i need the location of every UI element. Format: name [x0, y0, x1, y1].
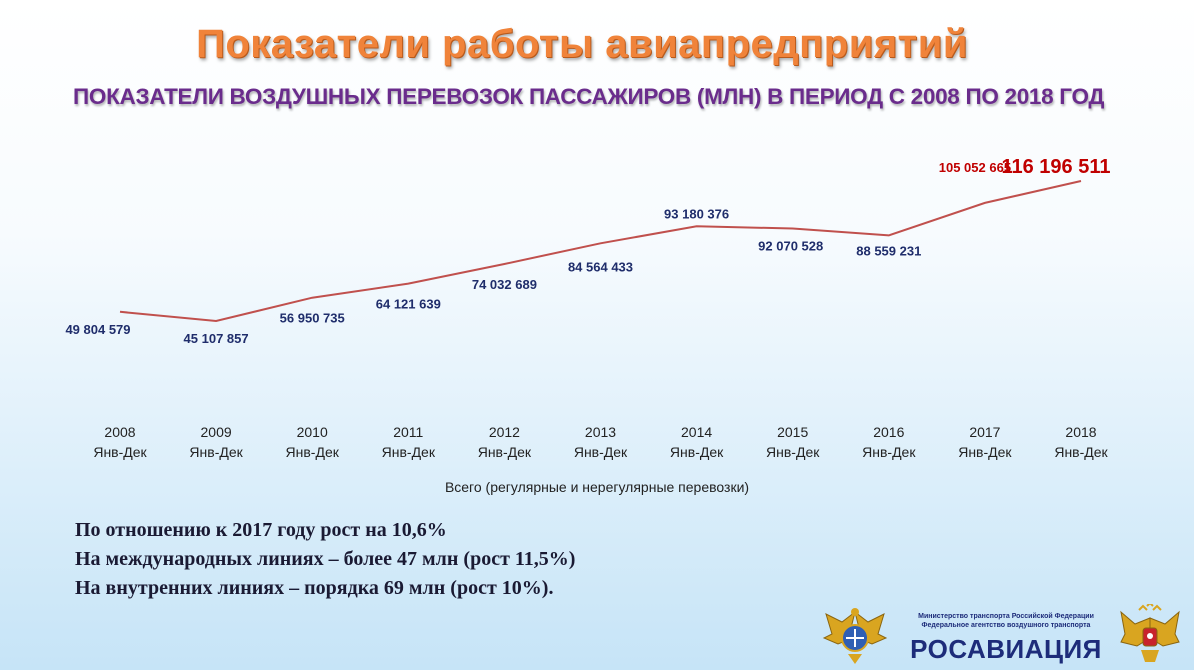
x-tick-sublabel-2014: Янв-Дек	[670, 444, 724, 460]
x-tick-sublabel-2016: Янв-Дек	[862, 444, 916, 460]
data-label-2016: 88 559 231	[856, 243, 921, 258]
data-label-2012: 74 032 689	[472, 277, 537, 292]
x-tick-2011: 2011	[393, 424, 423, 440]
data-label-2014: 93 180 376	[664, 206, 729, 221]
x-tick-sublabel-2013: Янв-Дек	[574, 444, 628, 460]
data-label-2009: 45 107 857	[184, 331, 249, 346]
x-tick-2012: 2012	[489, 424, 520, 440]
x-tick-sublabel-2010: Янв-Дек	[286, 444, 340, 460]
note-growth-2017: По отношению к 2017 году рост на 10,6%	[75, 519, 447, 541]
x-tick-2009: 2009	[201, 424, 232, 440]
data-label-2015: 92 070 528	[758, 239, 823, 254]
data-label-2010: 56 950 735	[280, 311, 345, 326]
data-label-2013: 84 564 433	[568, 259, 633, 274]
note-international: На международных линиях – более 47 млн (…	[75, 548, 576, 570]
data-label-2018: 116 196 511	[1001, 156, 1110, 178]
data-label-2017: 105 052 665	[939, 160, 1011, 175]
brand-name: РОСАВИАЦИЯ	[910, 634, 1102, 664]
x-tick-2018: 2018	[1065, 424, 1096, 440]
x-tick-sublabel-2009: Янв-Дек	[189, 444, 243, 460]
summary-notes: По отношению к 2017 году рост на 10,6% Н…	[75, 516, 575, 603]
x-tick-2016: 2016	[873, 424, 904, 440]
note-domestic: На внутренних линиях – порядка 69 млн (р…	[75, 577, 554, 599]
logo-text: Министерство транспорта Российской Федер…	[898, 612, 1114, 665]
ministry-line-1: Министерство транспорта Российской Федер…	[918, 613, 1094, 620]
chart-subtitle: ПОКАЗАТЕЛИ ВОЗДУШНЫХ ПЕРЕВОЗОК ПАССАЖИРО…	[73, 84, 1105, 109]
x-tick-sublabel-2018: Янв-Дек	[1054, 444, 1108, 460]
x-tick-2010: 2010	[297, 424, 328, 440]
x-tick-2015: 2015	[777, 424, 808, 440]
passenger-line-chart: 49 804 579 45 107 857 56 950 735 64 121 639…	[65, 156, 1110, 460]
x-tick-2008: 2008	[104, 424, 135, 440]
data-label-2011: 64 121 639	[376, 297, 441, 312]
x-axis-caption: Всего (регулярные и нерегулярные перевоз…	[444, 479, 750, 495]
x-tick-2013: 2013	[585, 424, 616, 440]
x-tick-2014: 2014	[681, 424, 712, 440]
page-title: Показатели работы авиапредприятий	[196, 22, 968, 66]
x-tick-sublabel-2015: Янв-Дек	[766, 444, 820, 460]
x-tick-sublabel-2017: Янв-Дек	[958, 444, 1012, 460]
x-tick-2017: 2017	[969, 424, 1000, 440]
double-headed-eagle-emblem-icon	[1120, 604, 1180, 662]
data-label-2008: 49 804 579	[65, 322, 130, 337]
rosaviatsia-logo: Министерство транспорта Российской Федер…	[822, 604, 1188, 666]
x-tick-sublabel-2011: Янв-Дек	[382, 444, 436, 460]
x-tick-sublabel-2008: Янв-Дек	[93, 444, 147, 460]
series-line	[119, 180, 1082, 323]
eagle-wings-emblem-icon	[822, 608, 888, 664]
x-tick-sublabel-2012: Янв-Дек	[478, 444, 532, 460]
ministry-line-2: Федеральное агентство воздушного транспо…	[921, 622, 1091, 629]
